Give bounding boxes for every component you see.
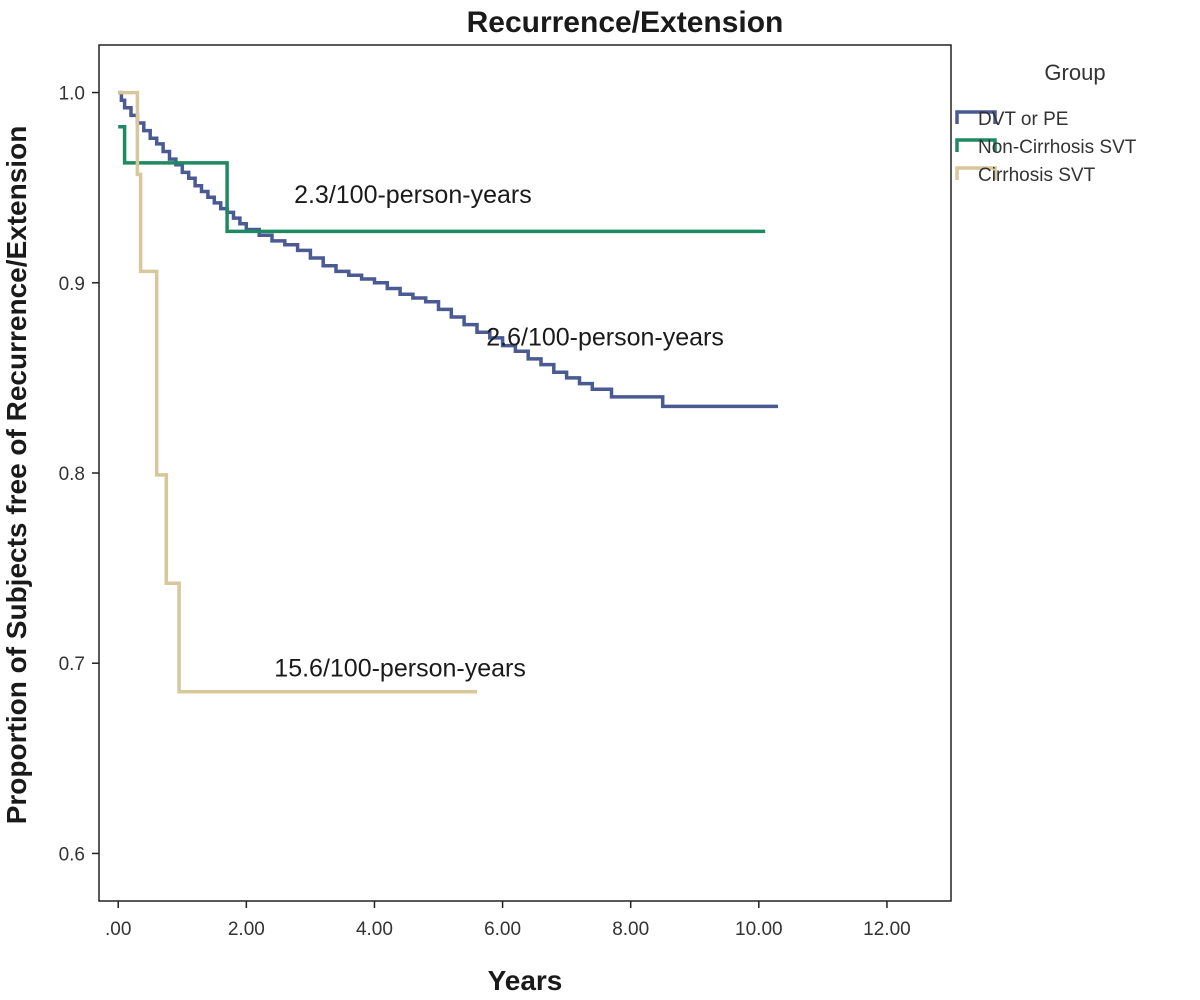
legend-label: DVT or PE bbox=[978, 109, 1068, 130]
series-line-0 bbox=[118, 90, 778, 409]
x-tick-label: 8.00 bbox=[612, 919, 649, 940]
y-axis-title: Proportion of Subjects free of Recurrenc… bbox=[1, 126, 32, 825]
y-tick-label: 0.9 bbox=[59, 274, 85, 295]
chart-title: Recurrence/Extension bbox=[467, 6, 784, 39]
x-tick-label: 2.00 bbox=[228, 919, 265, 940]
series-line-2 bbox=[118, 90, 477, 694]
y-tick-label: 0.8 bbox=[59, 464, 85, 485]
annotations: 2.3/100-person-years 2.6/100-person-years… bbox=[274, 181, 724, 683]
legend-label: Non-Cirrhosis SVT bbox=[978, 137, 1137, 158]
x-tick-label: 10.00 bbox=[735, 919, 783, 940]
y-tick-label: 0.6 bbox=[59, 844, 85, 865]
series-line-1 bbox=[118, 125, 766, 234]
legend-label: Cirrhosis SVT bbox=[978, 165, 1096, 186]
legend-swatch bbox=[955, 138, 997, 152]
x-tick-label: 12.00 bbox=[863, 919, 911, 940]
legend-swatch bbox=[955, 166, 997, 180]
rate-annotation: 2.3/100-person-years bbox=[294, 181, 532, 209]
y-tick-label: 1.0 bbox=[59, 84, 85, 105]
x-tick-label: 4.00 bbox=[356, 919, 393, 940]
x-axis-title: Years bbox=[488, 965, 563, 996]
rate-annotation: 2.6/100-person-years bbox=[486, 324, 724, 352]
y-axis: 0.6 0.7 0.8 0.9 1.0 bbox=[59, 84, 99, 865]
legend-items: DVT or PE Non-Cirrhosis SVT Cirrhosis SVT bbox=[955, 109, 1137, 186]
series-layer bbox=[118, 90, 778, 694]
legend-title: Group bbox=[1044, 60, 1105, 85]
x-tick-label: .00 bbox=[105, 919, 131, 940]
x-tick-label: 6.00 bbox=[484, 919, 521, 940]
legend: Group DVT or PE Non-Cirrhosis SVT Cirrhosi… bbox=[955, 60, 1137, 186]
y-tick-label: 0.7 bbox=[59, 654, 85, 675]
legend-swatch bbox=[955, 110, 997, 124]
x-axis: .00 2.00 4.00 6.00 8.00 10.00 12.00 bbox=[105, 901, 911, 940]
rate-annotation: 15.6/100-person-years bbox=[274, 655, 526, 683]
